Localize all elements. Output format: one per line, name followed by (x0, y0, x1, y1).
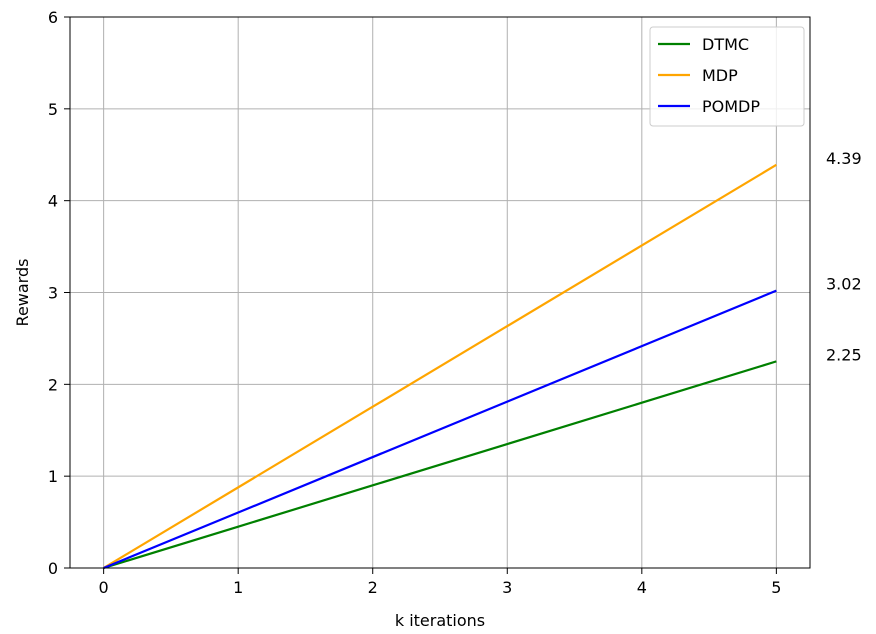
legend-label-pomdp: POMDP (702, 97, 760, 116)
x-tick-label: 1 (233, 578, 243, 597)
y-tick-label: 6 (48, 8, 58, 27)
x-tick-label: 5 (771, 578, 781, 597)
series-line-mdp (103, 163, 777, 569)
y-tick-label: 4 (48, 192, 58, 211)
y-tick-label: 0 (48, 559, 58, 578)
axis-ticks: 0 1 2 3 4 5 0 1 2 3 4 5 6 (48, 8, 782, 597)
legend-label-dtmc: DTMC (702, 35, 749, 54)
series-line-pomdp (103, 289, 777, 570)
y-axis-label: Rewards (13, 259, 32, 327)
x-tick-label: 0 (99, 578, 109, 597)
end-label-mdp: 4.39 (826, 149, 862, 168)
y-tick-label: 5 (48, 100, 58, 119)
x-tick-label: 4 (637, 578, 647, 597)
x-tick-label: 3 (502, 578, 512, 597)
legend: DTMC MDP POMDP (649, 26, 805, 127)
y-tick-label: 2 (48, 375, 58, 394)
legend-box (649, 26, 805, 127)
legend-label-mdp: MDP (702, 66, 738, 85)
series-lines (103, 163, 777, 570)
x-tick-label: 2 (368, 578, 378, 597)
y-tick-label: 3 (48, 284, 58, 303)
y-tick-label: 1 (48, 467, 58, 486)
end-value-labels: 4.39 3.02 2.25 (826, 149, 862, 365)
end-label-dtmc: 2.25 (826, 345, 862, 364)
x-axis-label: k iterations (395, 611, 485, 630)
series-line-dtmc (103, 360, 777, 570)
end-label-pomdp: 3.02 (826, 275, 862, 294)
